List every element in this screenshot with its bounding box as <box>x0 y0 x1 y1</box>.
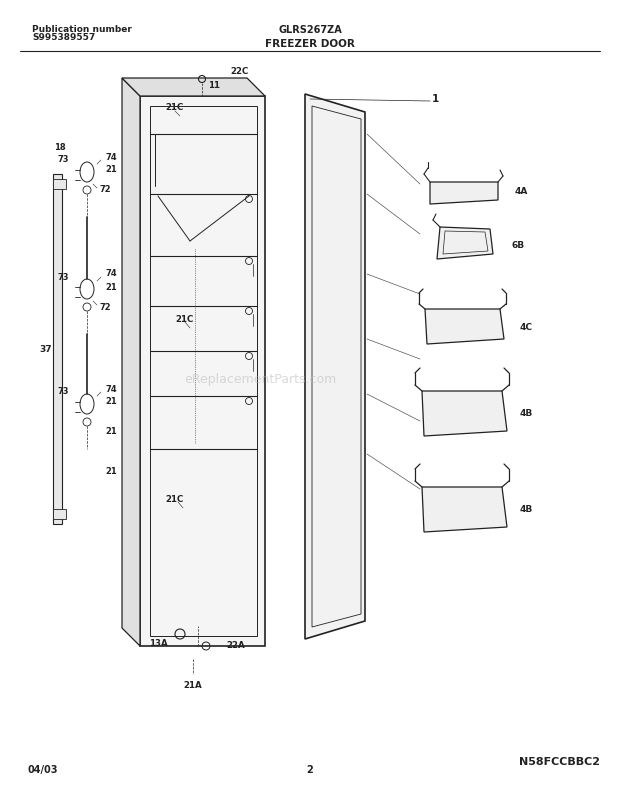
Text: S995389557: S995389557 <box>32 33 95 43</box>
Polygon shape <box>53 174 61 524</box>
Text: 04/03: 04/03 <box>28 765 58 775</box>
Text: FREEZER DOOR: FREEZER DOOR <box>265 39 355 49</box>
Text: 4A: 4A <box>515 187 528 196</box>
Text: 18: 18 <box>54 142 66 152</box>
Text: 21: 21 <box>105 283 117 291</box>
Text: 72: 72 <box>99 303 111 311</box>
Text: 74: 74 <box>105 384 117 394</box>
Text: 1: 1 <box>432 94 438 104</box>
Polygon shape <box>140 96 265 646</box>
Polygon shape <box>53 509 66 519</box>
Polygon shape <box>430 182 498 204</box>
Text: 37: 37 <box>40 345 52 353</box>
Text: 4B: 4B <box>520 506 533 515</box>
Text: 6B: 6B <box>512 241 525 249</box>
Text: Publication number: Publication number <box>32 25 132 34</box>
Text: 72: 72 <box>99 186 111 195</box>
Text: GLRS267ZA: GLRS267ZA <box>278 25 342 35</box>
Text: 21: 21 <box>105 427 117 437</box>
Text: 21: 21 <box>105 165 117 175</box>
Text: 22A: 22A <box>226 642 245 650</box>
Polygon shape <box>425 309 504 344</box>
Text: 22C: 22C <box>230 67 248 75</box>
Text: 73: 73 <box>57 156 69 164</box>
Text: 73: 73 <box>57 387 69 396</box>
Text: 11: 11 <box>208 80 220 90</box>
Text: 2: 2 <box>307 765 313 775</box>
Polygon shape <box>437 227 493 259</box>
Text: 13A: 13A <box>149 639 167 649</box>
Text: 74: 74 <box>105 152 117 161</box>
Text: 21C: 21C <box>176 314 194 323</box>
Text: 73: 73 <box>57 272 69 282</box>
Text: 21A: 21A <box>184 681 202 691</box>
Text: 21: 21 <box>105 398 117 407</box>
Text: eReplacementParts.com: eReplacementParts.com <box>184 372 336 386</box>
Polygon shape <box>305 94 365 639</box>
Polygon shape <box>422 487 507 532</box>
Text: 21C: 21C <box>166 495 184 503</box>
Polygon shape <box>422 391 507 436</box>
Text: 21C: 21C <box>166 103 184 113</box>
Text: 21: 21 <box>105 468 117 476</box>
Polygon shape <box>122 78 265 96</box>
Text: 4C: 4C <box>520 322 533 332</box>
Text: 4B: 4B <box>520 410 533 418</box>
Polygon shape <box>53 179 66 189</box>
Polygon shape <box>122 78 140 646</box>
Text: N58FCCBBC2: N58FCCBBC2 <box>520 757 601 767</box>
Text: 74: 74 <box>105 269 117 279</box>
